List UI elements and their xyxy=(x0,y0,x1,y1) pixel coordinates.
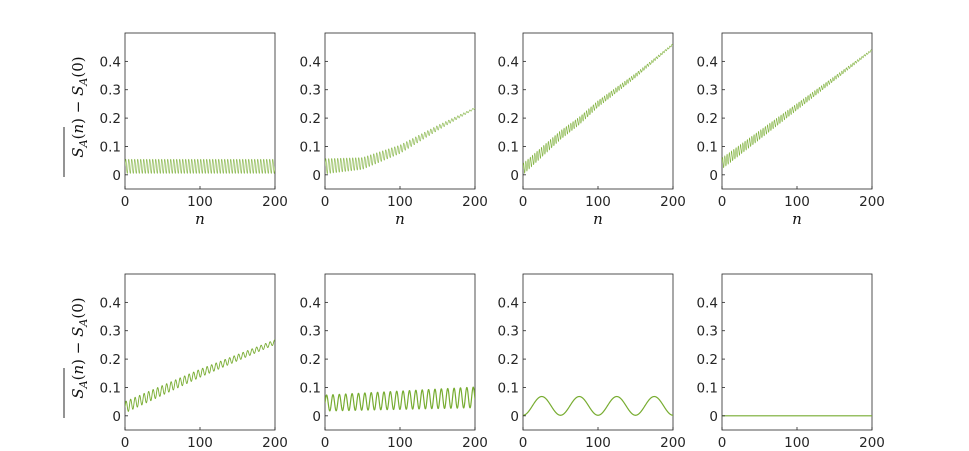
y-tick-label: 0.2 xyxy=(498,111,519,127)
x-tick-label: 100 xyxy=(585,435,611,451)
x-tick-label: 0 xyxy=(718,435,727,451)
subplot-r1-c4: 0 100 200 0 0.1 0.2 0.3 0.4 n xyxy=(697,32,885,228)
series-line xyxy=(325,386,475,412)
y-tick-label: 0.1 xyxy=(300,380,321,396)
y-tick-label: 0.2 xyxy=(100,352,121,368)
series-line xyxy=(523,43,673,174)
y-tick-label: 0.2 xyxy=(300,111,321,127)
x-axis-label: n xyxy=(593,210,603,228)
y-tick-label: 0 xyxy=(709,409,718,425)
plot-frame xyxy=(721,32,873,190)
plot-frame xyxy=(721,273,873,431)
x-tick-label: 0 xyxy=(519,435,528,451)
y-tick-label: 0.1 xyxy=(498,380,519,396)
y-axis-label: SA(n) − SA(0) xyxy=(69,56,90,157)
y-tick-label: 0.3 xyxy=(697,324,718,340)
y-tick-label: 0.3 xyxy=(697,83,718,99)
x-tick-label: 100 xyxy=(187,435,213,451)
x-axis-label: n xyxy=(395,210,405,228)
plot-frame xyxy=(324,32,476,190)
x-tick-label: 100 xyxy=(387,194,413,210)
y-tick-label: 0.1 xyxy=(100,139,121,155)
x-tick-label: 200 xyxy=(462,435,488,451)
y-tick-label: 0 xyxy=(510,409,519,425)
x-tick-label: 200 xyxy=(462,194,488,210)
plot-frame xyxy=(522,273,674,431)
series-line xyxy=(722,49,872,169)
series-line xyxy=(523,395,673,416)
y-tick-label: 0.4 xyxy=(697,295,718,311)
x-axis-label: n xyxy=(195,210,205,228)
x-tick-label: 0 xyxy=(121,194,130,210)
x-tick-label: 0 xyxy=(718,194,727,210)
y-tick-label: 0 xyxy=(312,168,321,184)
y-tick-label: 0.1 xyxy=(498,139,519,155)
subplot-r1-c3: 0 100 200 0 0.1 0.2 0.3 0.4 n xyxy=(498,32,686,228)
y-tick-label: 0.1 xyxy=(100,380,121,396)
plot-frame xyxy=(124,273,276,431)
x-tick-label: 200 xyxy=(859,435,885,451)
y-tick-label: 0.2 xyxy=(697,111,718,127)
y-tick-label: 0.4 xyxy=(498,295,519,311)
y-tick-label: 0 xyxy=(709,168,718,184)
y-tick-label: 0.4 xyxy=(300,295,321,311)
y-tick-label: 0.3 xyxy=(498,324,519,340)
series-line xyxy=(325,108,475,174)
x-tick-label: 0 xyxy=(121,435,130,451)
series-line xyxy=(125,339,275,412)
y-tick-label: 0.4 xyxy=(300,54,321,70)
x-tick-label: 200 xyxy=(660,435,686,451)
subplot-r1-c1: 0 100 200 0 0.1 0.2 0.3 0.4 n SA(n) − SA(0) xyxy=(63,32,288,228)
x-tick-label: 100 xyxy=(187,194,213,210)
y-axis-label-text: SA(n) − SA(0) xyxy=(69,297,90,398)
y-tick-label: 0 xyxy=(510,168,519,184)
x-tick-label: 100 xyxy=(784,435,810,451)
y-tick-label: 0.4 xyxy=(100,54,121,70)
y-tick-label: 0.2 xyxy=(697,352,718,368)
y-tick-label: 0.1 xyxy=(697,380,718,396)
y-tick-label: 0.2 xyxy=(100,111,121,127)
x-tick-label: 0 xyxy=(321,194,330,210)
y-tick-label: 0.4 xyxy=(697,54,718,70)
series-line xyxy=(125,158,275,174)
plot-frame xyxy=(522,32,674,190)
y-tick-label: 0.4 xyxy=(100,295,121,311)
y-axis-label-text: SA(n) − SA(0) xyxy=(69,56,90,157)
y-tick-label: 0.2 xyxy=(498,352,519,368)
y-tick-label: 0 xyxy=(112,168,121,184)
x-tick-label: 200 xyxy=(859,194,885,210)
y-tick-label: 0.3 xyxy=(300,83,321,99)
y-tick-label: 0 xyxy=(312,409,321,425)
y-tick-label: 0.2 xyxy=(300,352,321,368)
x-axis-label: n xyxy=(792,210,802,228)
x-tick-label: 100 xyxy=(387,435,413,451)
x-tick-label: 200 xyxy=(262,435,288,451)
y-tick-label: 0.4 xyxy=(498,54,519,70)
x-tick-label: 0 xyxy=(519,194,528,210)
x-tick-label: 200 xyxy=(660,194,686,210)
y-tick-label: 0.3 xyxy=(100,83,121,99)
x-tick-label: 0 xyxy=(321,435,330,451)
y-tick-label: 0.3 xyxy=(498,83,519,99)
x-tick-label: 200 xyxy=(262,194,288,210)
x-tick-label: 100 xyxy=(585,194,611,210)
y-axis-label: SA(n) − SA(0) xyxy=(69,297,90,398)
y-tick-label: 0.3 xyxy=(100,324,121,340)
subplot-r1-c2: 0 100 200 0 0.1 0.2 0.3 0.4 n xyxy=(300,32,488,228)
x-tick-label: 100 xyxy=(784,194,810,210)
y-tick-label: 0.3 xyxy=(300,324,321,340)
y-tick-label: 0.1 xyxy=(697,139,718,155)
y-tick-label: 0 xyxy=(112,409,121,425)
y-tick-label: 0.1 xyxy=(300,139,321,155)
